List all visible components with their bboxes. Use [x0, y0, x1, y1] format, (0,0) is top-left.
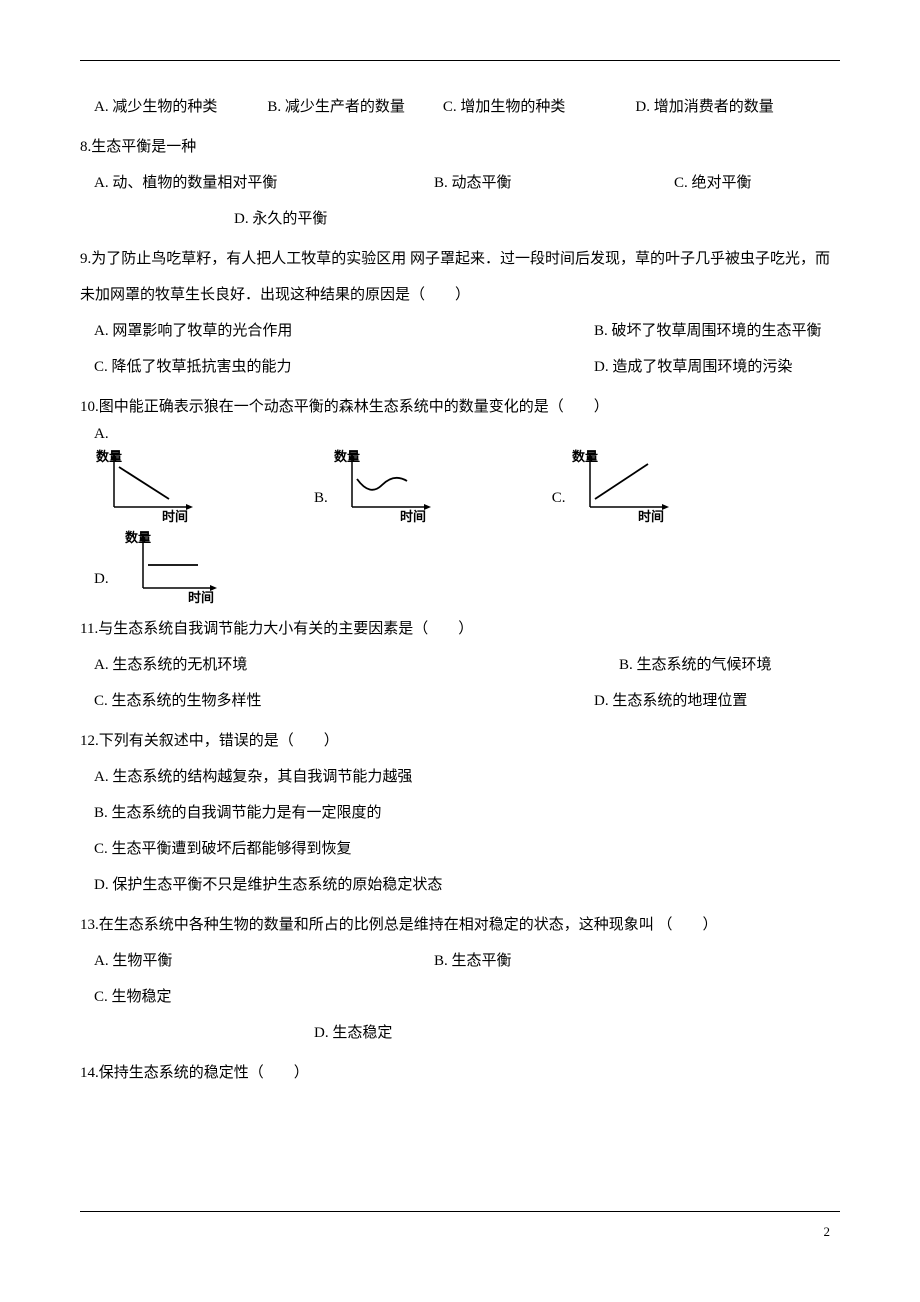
- chart-a-xlabel: 时间: [162, 509, 188, 524]
- chart-c-xlabel: 时间: [638, 509, 664, 524]
- question-11: 11.与生态系统自我调节能力大小有关的主要因素是（ ） A. 生态系统的无机环境…: [80, 611, 840, 719]
- q9-opt-b: B. 破坏了牧草周围环境的生态平衡: [594, 313, 840, 349]
- q13-opt-b: B. 生态平衡: [434, 943, 734, 979]
- q10-opt-d-label: D.: [94, 561, 109, 597]
- question-14: 14.保持生态系统的稳定性（ ）: [80, 1055, 840, 1091]
- question-8: 8.生态平衡是一种 A. 动、植物的数量相对平衡 B. 动态平衡 C. 绝对平衡…: [80, 129, 840, 237]
- question-13: 13.在生态系统中各种生物的数量和所占的比例总是维持在相对稳定的状态，这种现象叫…: [80, 907, 840, 1051]
- q8-opt-d: D. 永久的平衡: [234, 211, 327, 227]
- top-rule: [80, 60, 840, 61]
- chart-d-xlabel: 时间: [188, 590, 214, 605]
- q8-opt-a: A. 动、植物的数量相对平衡: [94, 165, 404, 201]
- q7-opt-b: B. 减少生产者的数量: [267, 89, 405, 125]
- q12-stem: 12.下列有关叙述中，错误的是（ ）: [80, 723, 840, 759]
- chart-b-svg: 数量 时间: [332, 449, 442, 524]
- chart-a-svg: 数量 时间: [94, 449, 204, 524]
- q7-opt-d: D. 增加消费者的数量: [635, 89, 773, 125]
- q12-opt-c: C. 生态平衡遭到破坏后都能够得到恢复: [94, 831, 840, 867]
- q12-opt-a: A. 生态系统的结构越复杂，其自我调节能力越强: [94, 759, 840, 795]
- chart-d-ylabel: 数量: [125, 530, 151, 545]
- chart-c: C. 数量 时间: [552, 449, 680, 524]
- q10-stem: 10.图中能正确表示狼在一个动态平衡的森林生态系统中的数量变化的是（ ）: [80, 389, 840, 425]
- q13-opt-d: D. 生态稳定: [314, 1025, 392, 1041]
- q9-opt-a: A. 网罩影响了牧草的光合作用: [94, 313, 594, 349]
- chart-d-svg: 数量 时间: [113, 530, 223, 605]
- page-number: 2: [824, 1216, 831, 1247]
- q7-opt-a: A. 减少生物的种类: [94, 89, 217, 125]
- q7-opt-c: C. 增加生物的种类: [443, 89, 566, 125]
- question-9: 9.为了防止鸟吃草籽，有人把人工牧草的实验区用 网子罩起来．过一段时间后发现，草…: [80, 241, 840, 385]
- q9-opt-d: D. 造成了牧草周围环境的污染: [594, 349, 840, 385]
- chart-d: D. 数量 时间: [94, 530, 223, 605]
- q10-chart-row-2: D. 数量 时间: [80, 530, 840, 605]
- q11-opt-a: A. 生态系统的无机环境: [94, 647, 594, 683]
- chart-b: B. 数量 时间: [314, 449, 442, 524]
- bottom-rule: [80, 1211, 840, 1212]
- q11-opt-d: D. 生态系统的地理位置: [594, 683, 840, 719]
- q10-opt-c-label: C.: [552, 480, 566, 516]
- q11-stem: 11.与生态系统自我调节能力大小有关的主要因素是（ ）: [80, 611, 840, 647]
- q8-opt-b: B. 动态平衡: [434, 165, 644, 201]
- q10-chart-row-1: 数量 时间 B. 数量 时间 C.: [80, 449, 840, 524]
- chart-a: 数量 时间: [94, 449, 204, 524]
- q9-opt-c: C. 降低了牧草抵抗害虫的能力: [94, 349, 594, 385]
- q13-stem: 13.在生态系统中各种生物的数量和所占的比例总是维持在相对稳定的状态，这种现象叫…: [80, 907, 840, 943]
- chart-b-xlabel: 时间: [400, 509, 426, 524]
- q13-opt-c: C. 生物稳定: [94, 979, 172, 1015]
- chart-b-ylabel: 数量: [334, 449, 360, 464]
- question-7-options: A. 减少生物的种类 B. 减少生产者的数量 C. 增加生物的种类 D. 增加消…: [80, 89, 840, 125]
- q12-opt-d: D. 保护生态平衡不只是维护生态系统的原始稳定状态: [94, 867, 840, 903]
- q9-stem: 9.为了防止鸟吃草籽，有人把人工牧草的实验区用 网子罩起来．过一段时间后发现，草…: [80, 241, 840, 313]
- question-12: 12.下列有关叙述中，错误的是（ ） A. 生态系统的结构越复杂，其自我调节能力…: [80, 723, 840, 903]
- q13-opt-a: A. 生物平衡: [94, 943, 404, 979]
- q10-opt-b-label: B.: [314, 480, 328, 516]
- chart-a-ylabel: 数量: [96, 449, 122, 464]
- q8-opt-c: C. 绝对平衡: [674, 165, 752, 201]
- q14-stem: 14.保持生态系统的稳定性（ ）: [80, 1055, 840, 1091]
- chart-c-ylabel: 数量: [572, 449, 598, 464]
- q11-opt-c: C. 生态系统的生物多样性: [94, 683, 594, 719]
- q12-opt-b: B. 生态系统的自我调节能力是有一定限度的: [94, 795, 840, 831]
- q11-opt-b: B. 生态系统的气候环境: [594, 647, 840, 683]
- chart-c-svg: 数量 时间: [570, 449, 680, 524]
- q8-stem: 8.生态平衡是一种: [80, 129, 840, 165]
- q10-opt-a-label: A.: [94, 426, 109, 442]
- question-10: 10.图中能正确表示狼在一个动态平衡的森林生态系统中的数量变化的是（ ） A. …: [80, 389, 840, 605]
